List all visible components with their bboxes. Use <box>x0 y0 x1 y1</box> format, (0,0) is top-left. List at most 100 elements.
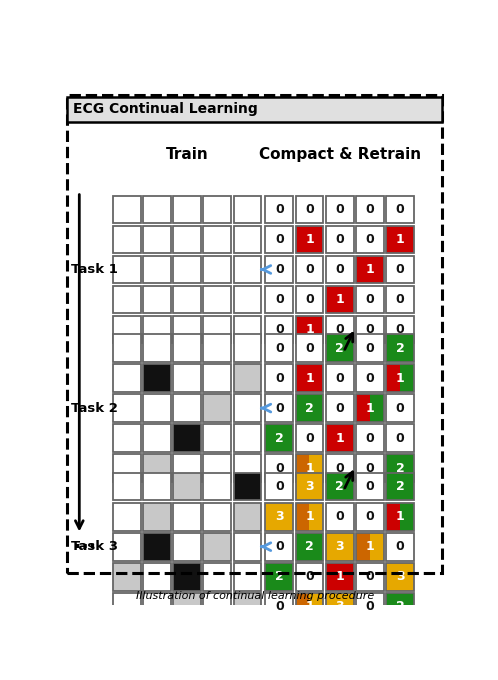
Bar <box>234 593 261 621</box>
Bar <box>203 533 231 560</box>
Text: 0: 0 <box>275 480 284 493</box>
Bar <box>295 286 323 313</box>
Bar <box>143 286 171 313</box>
Bar <box>265 394 293 422</box>
Bar <box>265 286 293 313</box>
Bar <box>143 454 171 482</box>
Bar <box>295 563 323 590</box>
Bar <box>295 454 309 482</box>
Text: 0: 0 <box>335 263 344 276</box>
Text: 1: 1 <box>305 600 314 613</box>
Bar <box>113 424 140 452</box>
Bar <box>265 316 293 343</box>
Bar <box>295 316 323 343</box>
Text: 0: 0 <box>366 571 374 583</box>
Bar <box>386 364 414 392</box>
Bar <box>143 563 171 590</box>
Bar <box>386 226 414 254</box>
Bar <box>356 424 384 452</box>
Text: 0: 0 <box>396 203 404 216</box>
Bar <box>173 394 201 422</box>
Bar <box>386 473 414 500</box>
Text: 1: 1 <box>335 571 344 583</box>
Text: 0: 0 <box>335 371 344 385</box>
Bar <box>386 454 414 482</box>
Bar <box>143 364 171 392</box>
Bar <box>386 196 414 223</box>
Bar <box>386 424 414 452</box>
Bar <box>143 256 171 284</box>
Bar <box>265 256 293 284</box>
Bar <box>265 563 293 590</box>
Text: 2: 2 <box>335 480 344 493</box>
Bar <box>356 334 384 362</box>
Text: 1: 1 <box>366 402 374 415</box>
Text: 0: 0 <box>305 263 314 276</box>
Text: 0: 0 <box>335 510 344 523</box>
Text: 0: 0 <box>366 600 374 613</box>
Bar <box>234 334 261 362</box>
Bar <box>386 394 414 422</box>
Text: 0: 0 <box>366 233 374 246</box>
Bar <box>173 256 201 284</box>
Bar <box>386 593 414 621</box>
Bar <box>234 503 261 530</box>
Bar <box>265 364 293 392</box>
Text: 0: 0 <box>275 203 284 216</box>
Text: 0: 0 <box>366 203 374 216</box>
Bar <box>265 593 293 621</box>
Bar <box>143 226 171 254</box>
Bar <box>143 533 171 560</box>
Bar <box>356 563 384 590</box>
Bar <box>113 503 140 530</box>
Bar <box>326 454 354 482</box>
Text: 2: 2 <box>335 341 344 354</box>
Text: Task 3: Task 3 <box>71 540 119 554</box>
Bar <box>356 394 384 422</box>
Text: 0: 0 <box>335 233 344 246</box>
Text: 0: 0 <box>396 293 404 306</box>
Text: 2: 2 <box>396 600 404 613</box>
Text: 1: 1 <box>366 263 374 276</box>
Bar <box>203 196 231 223</box>
Text: 1: 1 <box>396 371 404 385</box>
Bar <box>203 334 231 362</box>
Text: 0: 0 <box>396 263 404 276</box>
Bar <box>203 256 231 284</box>
Bar <box>173 454 201 482</box>
Text: 0: 0 <box>275 341 284 354</box>
Text: 0: 0 <box>335 323 344 336</box>
Bar <box>143 503 171 530</box>
Text: 0: 0 <box>366 371 374 385</box>
Bar <box>234 196 261 223</box>
Bar <box>234 316 261 343</box>
Text: 3: 3 <box>275 510 283 523</box>
Bar <box>295 503 323 530</box>
Text: Task 2: Task 2 <box>71 402 118 415</box>
Bar <box>234 454 261 482</box>
Bar <box>326 334 354 362</box>
Text: 0: 0 <box>335 462 344 475</box>
Text: 1: 1 <box>335 432 344 445</box>
Bar <box>295 196 323 223</box>
Bar <box>356 454 384 482</box>
Bar <box>326 593 354 621</box>
Text: Illustration of continual learning procedure: Illustration of continual learning proce… <box>136 590 374 600</box>
Bar <box>326 424 354 452</box>
Bar <box>386 503 400 530</box>
Bar <box>173 563 201 590</box>
Bar <box>326 316 354 343</box>
Bar <box>113 473 140 500</box>
Bar <box>295 226 323 254</box>
Text: 2: 2 <box>275 571 284 583</box>
Text: 1: 1 <box>305 462 314 475</box>
Text: 0: 0 <box>335 402 344 415</box>
Bar <box>356 286 384 313</box>
Bar <box>234 394 261 422</box>
Bar <box>265 473 293 500</box>
Bar <box>386 286 414 313</box>
Bar <box>326 394 354 422</box>
Text: 0: 0 <box>366 480 374 493</box>
Text: 0: 0 <box>275 233 284 246</box>
Bar <box>295 593 309 621</box>
